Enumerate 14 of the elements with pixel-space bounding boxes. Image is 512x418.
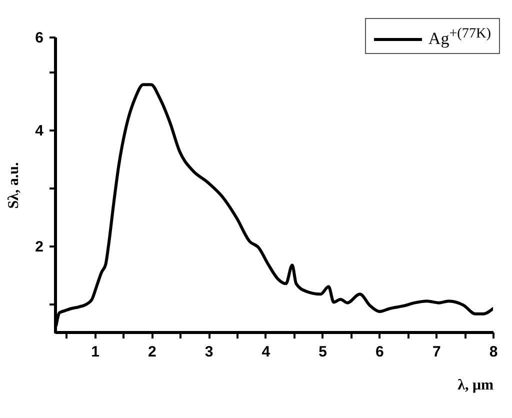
x-tick-label: 5: [318, 344, 328, 360]
y-axis-title: Sλ, a.u.: [6, 162, 22, 209]
x-tick-label: 1: [91, 344, 100, 360]
x-tick-label: 4: [262, 344, 271, 360]
legend-label: Ag$^{+(77K)}$: [428, 25, 491, 48]
y-tick-label: 6: [35, 30, 44, 46]
x-tick-label: 2: [148, 344, 156, 360]
y-tick-label: 2: [35, 238, 44, 256]
x-tick-label: 7: [432, 344, 441, 360]
x-axis-title: λ, μm: [458, 378, 494, 394]
y-tick-label: 4: [35, 122, 44, 140]
x-tick-label: 3: [204, 344, 214, 360]
x-tick-label: 8: [489, 344, 498, 360]
x-tick-label: 6: [376, 344, 384, 360]
